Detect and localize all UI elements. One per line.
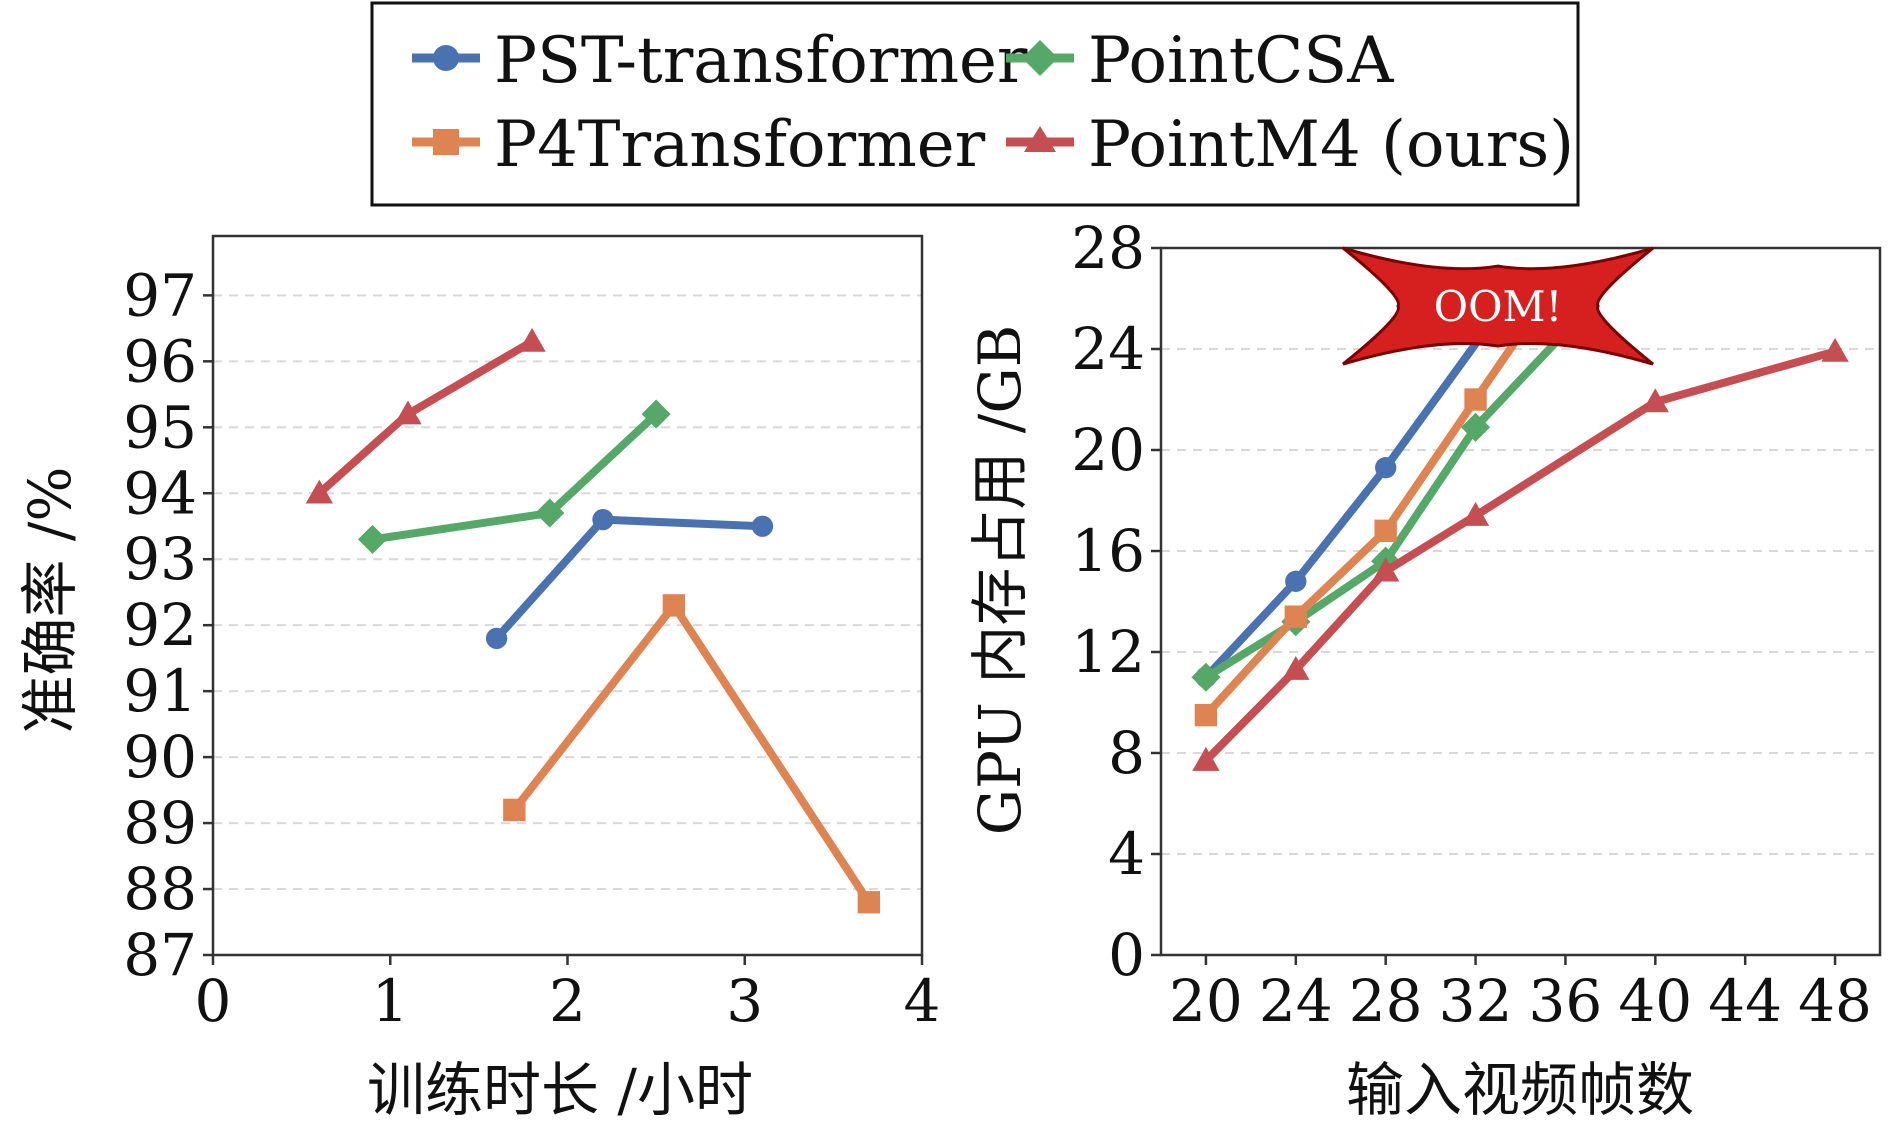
legend-item-p4: P4Transformer <box>412 108 986 182</box>
accuracy-chart-pointm4-ours-point-2 <box>518 327 546 352</box>
accuracy-chart-pst-transformer-point-2 <box>751 515 774 537</box>
memory-chart-xtick-label-5: 40 <box>1618 967 1692 1035</box>
memory-chart-p4transformer-point-3 <box>1464 388 1487 411</box>
accuracy-chart-plot-frame <box>211 234 924 957</box>
legend-label-pst: PST-transformer <box>494 24 1028 98</box>
memory-chart-pointm4-ours-point-3 <box>1461 502 1490 526</box>
accuracy-chart-pst-transformer-point-1 <box>592 508 614 531</box>
memory-chart-xtick-label-0: 20 <box>1169 967 1243 1035</box>
memory-chart-xtick-label-2: 28 <box>1349 967 1423 1035</box>
memory-chart-ytick-label-3: 12 <box>1071 618 1145 686</box>
accuracy-chart-ytick-label-6: 93 <box>123 525 197 593</box>
memory-chart-pointm4-ours-point-5 <box>1821 337 1849 362</box>
legend-label-p4: P4Transformer <box>494 108 986 182</box>
accuracy-chart-ytick-label-10: 97 <box>123 261 197 329</box>
accuracy-chart-xtick-label-4: 4 <box>904 967 941 1035</box>
memory-chart-pointm4-ours-point-4 <box>1641 388 1669 413</box>
memory-chart-p4transformer-point-1 <box>1284 605 1307 628</box>
accuracy-chart-xtick-label-2: 2 <box>549 967 586 1035</box>
oom-annotation-text: OOM! <box>1434 282 1563 331</box>
memory-chart-pointm4-ours-point-1 <box>1282 656 1310 680</box>
accuracy-chart-pst-transformer-point-0 <box>485 627 508 650</box>
accuracy-chart-xtick-label-3: 3 <box>726 967 763 1035</box>
accuracy-chart-ytick-label-1: 88 <box>123 855 197 923</box>
memory-chart-p4transformer-point-0 <box>1194 703 1218 727</box>
memory-chart-ytick-label-0: 0 <box>1108 921 1145 989</box>
legend-item-pointm4: PointM4 (ours) <box>1006 108 1574 182</box>
memory-chart-pointcsa-point-0 <box>1191 662 1221 692</box>
accuracy-chart-pointcsa-point-1 <box>535 498 565 528</box>
memory-chart-ytick-label-7: 28 <box>1071 214 1145 282</box>
accuracy-chart-ytick-label-9: 96 <box>123 327 197 395</box>
memory-chart-p4transformer-point-2 <box>1374 519 1397 542</box>
accuracy-chart-pointm4-ours-point-1 <box>394 400 422 425</box>
accuracy-chart-ylabel: 准确率 /% <box>16 466 84 733</box>
accuracy-chart-ytick-label-3: 90 <box>123 723 197 791</box>
accuracy-chart-ytick-label-4: 91 <box>123 657 197 725</box>
accuracy-chart-series-line-p4transformer <box>510 601 873 907</box>
memory-chart-plot-frame <box>1159 246 1882 957</box>
accuracy-chart-ytick-label-8: 95 <box>123 393 197 461</box>
accuracy-chart-xlabel: 训练时长 /小时 <box>367 1056 753 1124</box>
accuracy-chart-xtick-label-0: 0 <box>195 967 232 1035</box>
memory-chart-ytick-label-5: 20 <box>1071 416 1145 484</box>
accuracy-chart-p4transformer-point-1 <box>662 594 686 617</box>
memory-chart-xtick-label-4: 36 <box>1529 967 1603 1035</box>
accuracy-chart-ytick-label-7: 94 <box>123 459 197 527</box>
memory-chart-ytick-label-4: 16 <box>1071 517 1145 585</box>
accuracy-chart-p4transformer-point-0 <box>503 798 526 822</box>
accuracy-chart-pointm4-ours-point-0 <box>305 479 333 504</box>
memory-chart-pst-transformer-point-2 <box>1375 457 1397 479</box>
accuracy-chart-pointcsa-point-0 <box>357 524 388 554</box>
legend-box <box>370 1 1580 207</box>
legend: PST-transformer PointCSA P4Transformer P… <box>370 1 1580 207</box>
legend-item-pst: PST-transformer <box>412 24 1028 98</box>
accuracy-chart-pointcsa-point-2 <box>641 399 671 429</box>
memory-chart-pointcsa-point-3 <box>1461 412 1491 442</box>
accuracy-chart-ytick-label-0: 87 <box>123 921 197 989</box>
memory-chart-xtick-label-7: 48 <box>1798 967 1872 1035</box>
memory-chart-pst-transformer-point-1 <box>1285 570 1307 592</box>
memory-chart-ytick-label-1: 4 <box>1108 820 1145 888</box>
accuracy-chart-series-line-pst-transformer <box>492 515 767 643</box>
memory-chart-ylabel: GPU 内存占用 /GB <box>966 325 1034 836</box>
accuracy-chart-ytick-label-2: 89 <box>123 789 197 857</box>
oom-burst <box>1342 246 1654 366</box>
memory-chart-xlabel: 输入视频帧数 <box>1346 1056 1694 1124</box>
memory-chart-xtick-label-1: 24 <box>1259 967 1333 1035</box>
accuracy-chart-ytick-label-5: 92 <box>123 591 197 659</box>
legend-label-pointm4: PointM4 (ours) <box>1088 108 1574 182</box>
memory-chart-series-line-pointm4-ours <box>1201 347 1840 765</box>
legend-label-pointcsa: PointCSA <box>1088 24 1394 98</box>
accuracy-chart-series-line-pointm4-ours <box>315 337 537 498</box>
memory-chart-xtick-label-3: 32 <box>1439 967 1513 1035</box>
memory-chart-pointm4-ours-point-2 <box>1372 557 1400 582</box>
memory-chart-series-line-pst-transformer <box>1201 339 1480 682</box>
legend-item-pointcsa: PointCSA <box>1006 24 1394 98</box>
memory-chart-ytick-label-6: 24 <box>1071 315 1145 383</box>
accuracy-chart-p4transformer-point-2 <box>857 891 881 914</box>
memory-chart-xtick-label-6: 44 <box>1708 967 1782 1035</box>
memory-chart-pointm4-ours-point-0 <box>1192 746 1220 771</box>
accuracy-chart-xtick-label-1: 1 <box>372 967 409 1035</box>
memory-chart-ytick-label-2: 8 <box>1108 719 1145 787</box>
